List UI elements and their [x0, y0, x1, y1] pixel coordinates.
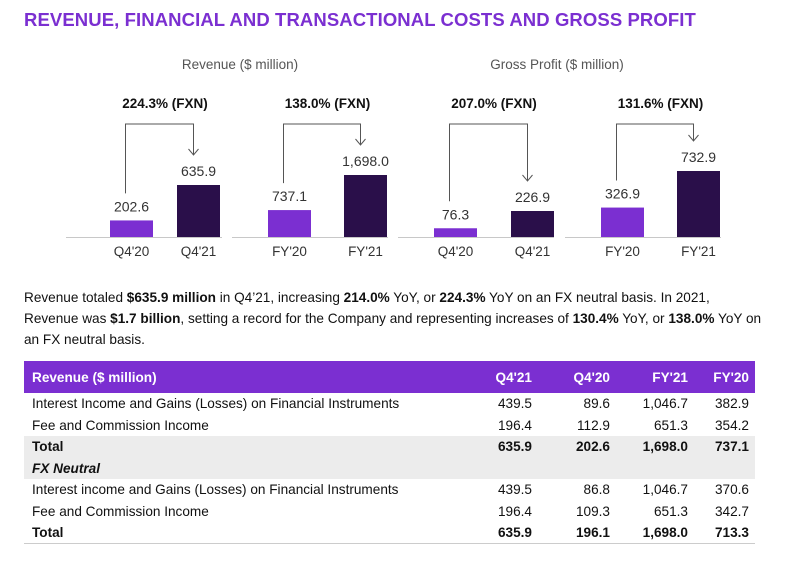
page-title: REVENUE, FINANCIAL AND TRANSACTIONAL COS…: [24, 9, 696, 30]
table-row-total: Total 635.9 196.1 1,698.0 713.3: [24, 522, 755, 544]
table-row: Interest income and Gains (Losses) on Fi…: [32, 482, 749, 498]
yoy-fxn-growth: 224.3%: [439, 290, 486, 305]
table-header-q420: Q4'20: [538, 361, 616, 393]
growth-label: 131.6% (FXN): [618, 96, 704, 111]
bar-FY20-1: [268, 210, 311, 237]
revenue-group-title: Revenue ($ million): [181, 57, 299, 72]
table-row: Fee and Commission Income 196.4 112.9 65…: [32, 417, 749, 433]
data-label: 635.9: [181, 163, 216, 179]
data-label: 76.3: [442, 206, 469, 222]
tick-label: FY'20: [605, 244, 640, 259]
table-row: Interest Income and Gains (Losses) on Fi…: [32, 396, 749, 412]
revenue-table: Revenue ($ million) Q4'21 Q4'20 FY'21 FY…: [24, 361, 755, 544]
arrow-icon: [688, 134, 699, 142]
arrow-icon: [188, 148, 199, 156]
tick-label: Q4'20: [438, 244, 474, 259]
tick-label: FY'20: [272, 244, 307, 259]
table-header-q421: Q4'21: [460, 361, 538, 393]
growth-label: 138.0% (FXN): [285, 96, 371, 111]
arrow-icon: [522, 174, 533, 182]
data-label: 202.6: [114, 198, 149, 214]
arrow-icon: [355, 138, 366, 146]
growth-connector: [616, 123, 694, 181]
revenue-summary-paragraph: Revenue totaled $635.9 million in Q4’21,…: [24, 290, 762, 347]
bar-FY21-1: [344, 175, 387, 237]
bar-Q421-2: [511, 211, 554, 237]
table-header-fy20: FY'20: [694, 361, 755, 393]
yoy-growth: 214.0%: [343, 290, 390, 305]
bar-FY21-3: [677, 171, 720, 237]
bar-Q420-0: [110, 220, 153, 237]
gross-profit-group-title: Gross Profit ($ million): [490, 57, 624, 72]
tick-label: FY'21: [681, 244, 716, 259]
tick-label: Q4'20: [114, 244, 150, 259]
data-label: 326.9: [605, 186, 640, 202]
growth-connector: [125, 123, 194, 194]
revenue-q4-value: $635.9 million: [126, 290, 216, 305]
bar-FY20-3: [601, 207, 644, 237]
tick-label: FY'21: [348, 244, 383, 259]
bar-charts: 202.6 Q4'20 635.9 Q4'21 224.3% (FXN) 737.1 FY'…: [66, 96, 721, 259]
table-header-label: Revenue ($ million): [24, 361, 460, 393]
table-header-fy21: FY'21: [616, 361, 694, 393]
tick-label: Q4'21: [515, 244, 551, 259]
growth-label: 224.3% (FXN): [122, 96, 208, 111]
fy-yoy-fxn-growth: 138.0%: [668, 311, 715, 326]
bar-Q420-2: [434, 228, 477, 237]
growth-label: 207.0% (FXN): [451, 96, 537, 111]
data-label: 732.9: [681, 149, 716, 165]
data-label: 737.1: [272, 188, 307, 204]
fy-yoy-growth: 130.4%: [572, 311, 619, 326]
table-row: Fee and Commission Income 196.4 109.3 65…: [32, 503, 749, 519]
growth-connector: [449, 123, 528, 202]
bar-Q421-0: [177, 185, 220, 237]
table-row-total: Total 635.9 202.6 1,698.0 737.1: [24, 436, 755, 458]
table-header-row: Revenue ($ million) Q4'21 Q4'20 FY'21 FY…: [24, 361, 755, 393]
table-row-fx-neutral: FX Neutral: [24, 457, 755, 479]
data-label: 226.9: [515, 189, 550, 205]
tick-label: Q4'21: [181, 244, 217, 259]
data-label: 1,698.0: [342, 153, 389, 169]
growth-connector: [283, 123, 361, 184]
revenue-fy-value: $1.7 billion: [110, 311, 181, 326]
